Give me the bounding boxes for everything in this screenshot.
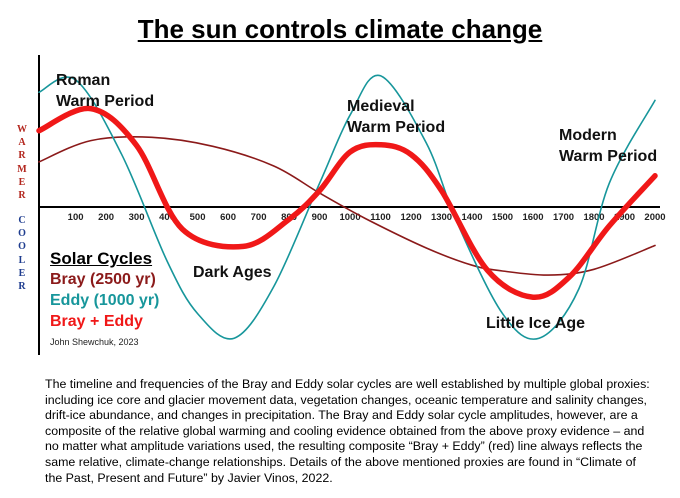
x-axis-ticks: 100 200 300 400 500 600 700 800 900 1000 1100 1200 1… (68, 212, 666, 223)
legend-item-eddy: Eddy (1000 yr) (50, 292, 160, 309)
x-tick-label: 1900 (614, 212, 635, 223)
x-tick-label: 1300 (431, 212, 452, 223)
x-tick-label: 1100 (370, 212, 391, 223)
x-tick-label: 1400 (461, 212, 482, 223)
x-tick-label: 700 (251, 212, 267, 223)
roman-warm-period-label: Roman Warm Period (56, 72, 155, 110)
x-tick-label: 600 (220, 212, 236, 223)
bray-cycle-line (38, 136, 656, 276)
credit-text: John Shewchuk, 2023 (50, 337, 139, 347)
x-tick-label: 1700 (553, 212, 574, 223)
chart-title: The sun controls climate change (137, 14, 543, 44)
x-tick-label: 1200 (400, 212, 421, 223)
x-tick-label: 2000 (644, 212, 665, 223)
x-tick-label: 100 (68, 212, 84, 223)
legend-item-bray-eddy: Bray + Eddy (50, 313, 143, 330)
x-tick-label: 400 (159, 212, 175, 223)
eddy-cycle-line (38, 74, 656, 340)
x-tick-label: 1600 (522, 212, 543, 223)
legend-item-bray: Bray (2500 yr) (50, 271, 156, 288)
x-tick-label: 1800 (583, 212, 604, 223)
dark-ages-label: Dark Ages (193, 264, 272, 281)
x-tick-label: 500 (190, 212, 206, 223)
caption-text: The timeline and frequencies of the Bray… (45, 377, 650, 485)
little-ice-age-label: Little Ice Age (486, 315, 585, 332)
x-tick-label: 300 (129, 212, 145, 223)
x-tick-label: 200 (98, 212, 114, 223)
bray-plus-eddy-line (36, 105, 658, 300)
legend-title: Solar Cycles (50, 249, 153, 268)
x-tick-label: 900 (312, 212, 328, 223)
series-lines (36, 74, 658, 340)
x-tick-label: 1000 (339, 212, 360, 223)
modern-warm-period-label: Modern Warm Period (559, 127, 658, 165)
medieval-warm-period-label: Medieval Warm Period (347, 98, 446, 136)
x-tick-label: 1500 (492, 212, 513, 223)
